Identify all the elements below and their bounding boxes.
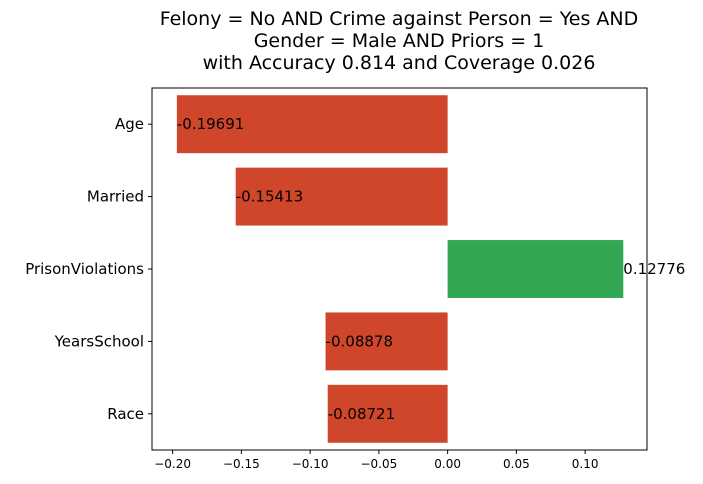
value-label: 0.12776	[623, 260, 685, 278]
bar-yearsschool	[325, 312, 448, 371]
bar-married	[235, 167, 448, 226]
x-tick-label: −0.15	[223, 457, 260, 471]
value-label: -0.08721	[328, 405, 395, 423]
bars-group	[176, 95, 624, 443]
x-axis: −0.20 −0.15 −0.10 −0.05 0.00 0.05 0.10	[154, 450, 598, 471]
chart-title-line: with Accuracy 0.814 and Coverage 0.026	[203, 52, 596, 74]
value-label: -0.15413	[236, 188, 303, 206]
category-label: Race	[107, 405, 144, 423]
chart-title-line: Felony = No AND Crime against Person = Y…	[160, 8, 639, 30]
x-tick-label: 0.00	[434, 457, 461, 471]
value-label: -0.19691	[177, 115, 244, 133]
chart-title: Felony = No AND Crime against Person = Y…	[160, 8, 639, 74]
category-label: Age	[115, 115, 144, 133]
category-label: PrisonViolations	[25, 260, 144, 278]
category-label: YearsSchool	[54, 332, 144, 350]
x-tick-label: −0.20	[154, 457, 191, 471]
value-labels: -0.19691 -0.15413 0.12776 -0.08878 -0.08721	[177, 115, 685, 423]
bar-age	[176, 95, 448, 154]
x-tick-label: 0.10	[572, 457, 599, 471]
bar-prisonviolations	[447, 240, 624, 298]
x-tick-label: −0.10	[292, 457, 329, 471]
value-label: -0.08878	[326, 332, 393, 350]
plot-frame	[151, 87, 648, 451]
x-tick-label: 0.05	[503, 457, 530, 471]
category-labels: Age Married PrisonViolations YearsSchool Rac…	[25, 115, 152, 423]
bar-race	[327, 384, 448, 443]
x-tick-label: −0.05	[360, 457, 397, 471]
category-label: Married	[87, 188, 144, 206]
chart-title-line: Gender = Male AND Priors = 1	[254, 30, 545, 52]
